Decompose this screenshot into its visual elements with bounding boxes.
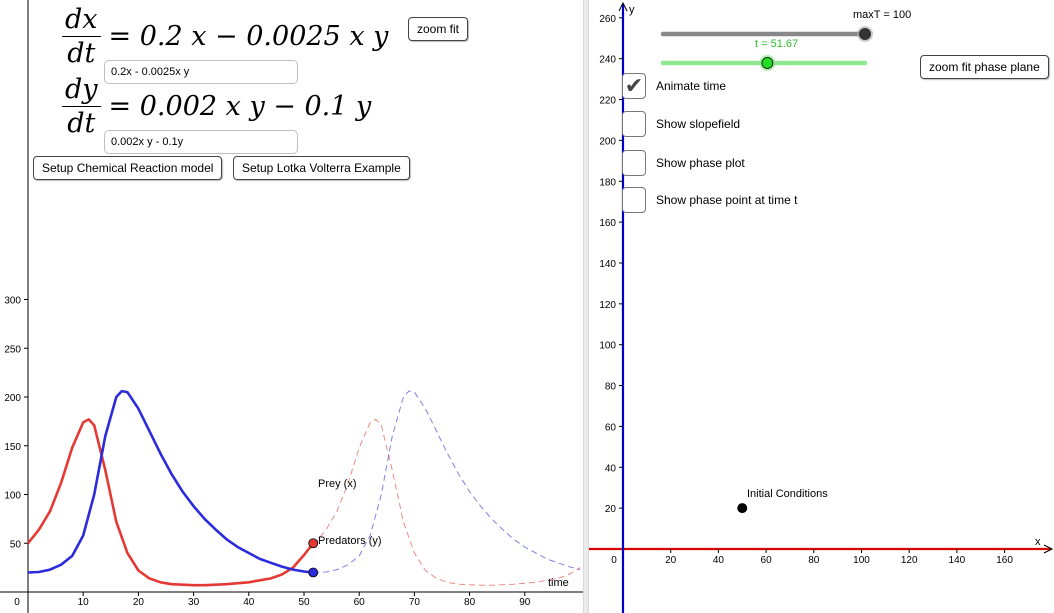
dy-denominator: dt [67, 108, 96, 139]
phase-x-tick-label: 120 [901, 555, 918, 566]
phase-x-tick-label: 0 [611, 555, 617, 566]
x-axis-label: x [1035, 536, 1041, 548]
time-x-tick-label: 30 [188, 597, 200, 608]
phase-y-tick-label: 180 [599, 177, 616, 188]
maxT-slider-label: maxT = 100 [853, 9, 912, 21]
show-slopefield-checkbox[interactable] [622, 111, 646, 137]
dy-equation: dy dt = 0.002 x y − 0.1 y [62, 76, 371, 137]
phase-x-tick-label: 80 [808, 555, 820, 566]
time-y-tick-label: 200 [4, 393, 21, 404]
dy-numerator: dy [62, 76, 101, 107]
phase-x-tick-label: 160 [996, 555, 1013, 566]
show-slopefield-label: Show slopefield [656, 117, 741, 131]
checkmark-icon: ✔ [624, 73, 644, 98]
prey-current-point[interactable] [308, 538, 319, 549]
time-axis-label: time [548, 577, 569, 589]
show-slopefield-checkbox-row[interactable]: Show slopefield [622, 110, 740, 138]
y-axis-label: y [629, 4, 635, 16]
predator-label: Predators (y) [318, 535, 382, 547]
time-plot-canvas[interactable]: 0 10 20 30 40 50 60 70 80 90 50 100 150 200 250 300 [0, 0, 583, 613]
phase-x-tick-label: 60 [761, 555, 773, 566]
show-phase-plot-checkbox[interactable] [622, 150, 646, 176]
dx-numerator: dx [62, 6, 101, 37]
phase-y-tick-label: 220 [599, 96, 616, 107]
predator-curve [27, 389, 314, 574]
time-x-tick-label: 50 [298, 597, 310, 608]
y-arrow-icon [618, 1, 628, 12]
time-x-tick-label: 80 [464, 597, 476, 608]
zoom-fit-button[interactable]: zoom fit [408, 17, 469, 41]
animate-time-checkbox[interactable]: ✔ [622, 73, 646, 99]
time-plot-points [308, 538, 319, 578]
time-plot-axes [0, 0, 583, 613]
phase-x-tick-label: 100 [853, 555, 870, 566]
setup-lotka-button[interactable]: Setup Lotka Volterra Example [233, 156, 410, 180]
phase-y-tick-label: 100 [599, 341, 616, 352]
phase-y-tick-label: 20 [605, 504, 617, 515]
t-slider-handle[interactable] [761, 57, 774, 69]
phase-x-tick-label: 40 [713, 555, 725, 566]
sliders[interactable] [660, 26, 873, 71]
animate-time-label: Animate time [656, 79, 727, 93]
time-y-tick-label: 50 [10, 539, 22, 550]
show-phase-point-checkbox-row[interactable]: Show phase point at time t [622, 186, 797, 214]
prey-future-curve [313, 418, 581, 586]
phase-x-tick-label: 20 [665, 555, 677, 566]
time-plot-pane[interactable]: 0 10 20 30 40 50 60 70 80 90 50 100 150 200 250 300 dx … [0, 0, 583, 613]
dy-input[interactable] [104, 130, 298, 154]
predator-future-curve [313, 390, 581, 573]
time-x-tick-label: 70 [409, 597, 421, 608]
dx-denominator: dt [67, 38, 96, 69]
time-x-tick-label: 90 [519, 597, 531, 608]
phase-y-tick-label: 40 [605, 463, 617, 474]
show-phase-point-label: Show phase point at time t [656, 193, 798, 207]
t-slider-label: t = 51.67 [755, 38, 799, 50]
phase-plane-pane[interactable]: 0 20 40 60 80 100 120 140 160 20 40 60 80 100 120 140 16… [589, 0, 1054, 613]
time-plot-curves [26, 389, 581, 587]
animate-time-checkbox-row[interactable]: ✔ Animate time [622, 72, 726, 100]
dx-input[interactable] [104, 60, 298, 84]
maxT-slider-handle[interactable] [859, 28, 871, 40]
phase-y-tick-label: 260 [599, 14, 616, 25]
pane-divider[interactable] [583, 0, 589, 613]
time-x-tick-label: 40 [243, 597, 255, 608]
phase-y-tick-label: 160 [599, 218, 616, 229]
time-x-tick-label: 0 [14, 597, 20, 608]
time-y-tick-label: 100 [4, 491, 21, 502]
phase-x-tick-label: 140 [949, 555, 966, 566]
time-plot-ticks: 0 10 20 30 40 50 60 70 80 90 50 100 150 200 250 300 [4, 296, 530, 609]
show-phase-plot-checkbox-row[interactable]: Show phase plot [622, 149, 745, 177]
phase-plane-axes [589, 1, 1054, 613]
prey-curve [26, 418, 315, 587]
dy-fraction: dy dt [62, 76, 101, 137]
show-phase-point-checkbox[interactable] [622, 187, 646, 213]
dx-fraction: dx dt [62, 6, 101, 67]
dx-rhs: = 0.2 x − 0.0025 x y [108, 21, 389, 52]
phase-plane-points [737, 503, 748, 514]
phase-plane-canvas[interactable]: 0 20 40 60 80 100 120 140 160 20 40 60 80 100 120 140 16… [589, 0, 1054, 613]
show-phase-plot-label: Show phase plot [656, 156, 745, 170]
dy-rhs: = 0.002 x y − 0.1 y [108, 91, 372, 122]
phase-plane-ticks: 0 20 40 60 80 100 120 140 160 20 40 60 80 100 120 140 16… [599, 14, 1013, 566]
initial-conditions-label: Initial Conditions [747, 488, 828, 500]
phase-y-tick-label: 80 [605, 382, 617, 393]
phase-y-tick-label: 140 [599, 259, 616, 270]
x-arrow-icon [1043, 544, 1054, 554]
time-x-tick-label: 60 [354, 597, 366, 608]
time-y-tick-label: 250 [4, 344, 21, 355]
time-x-tick-label: 20 [133, 597, 145, 608]
time-y-tick-label: 300 [4, 296, 21, 307]
time-x-tick-label: 10 [78, 597, 90, 608]
phase-y-tick-label: 240 [599, 55, 616, 66]
time-y-tick-label: 150 [4, 442, 21, 453]
prey-label: Prey (x) [318, 478, 357, 490]
phase-y-tick-label: 60 [605, 422, 617, 433]
setup-chemical-button[interactable]: Setup Chemical Reaction model [33, 156, 223, 180]
initial-conditions-point[interactable] [737, 503, 748, 514]
predator-current-point[interactable] [308, 567, 319, 578]
dx-equation: dx dt = 0.2 x − 0.0025 x y [62, 6, 388, 67]
zoom-fit-phase-button[interactable]: zoom fit phase plane [920, 55, 1049, 79]
phase-y-tick-label: 120 [599, 300, 616, 311]
phase-y-tick-label: 200 [599, 136, 616, 147]
